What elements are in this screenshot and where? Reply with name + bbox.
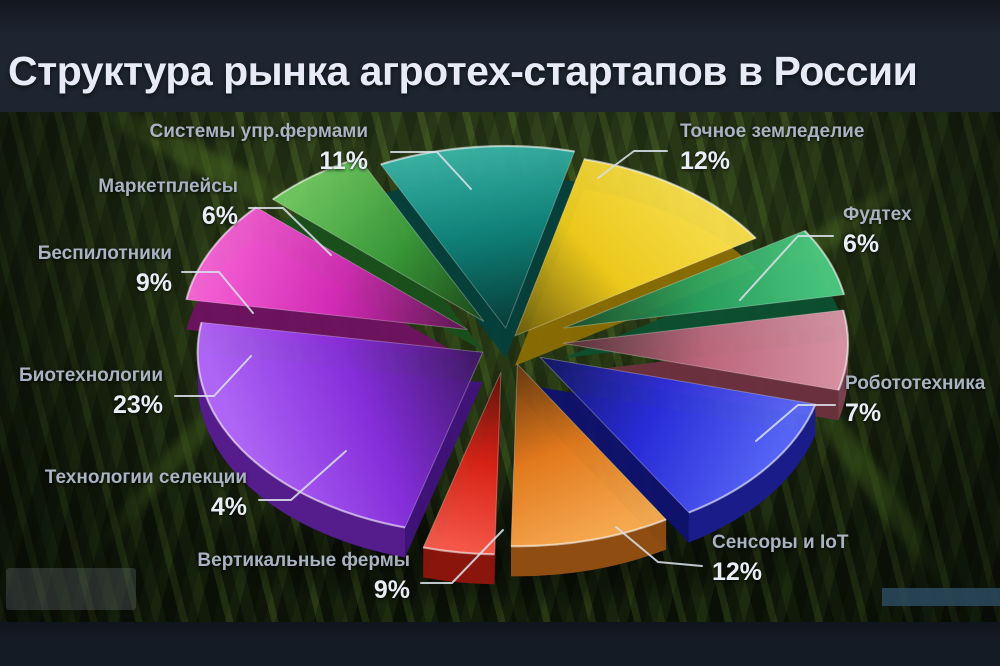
leader-line-9 — [390, 151, 472, 190]
pie-slice-3 — [538, 356, 817, 543]
slice-rim-highlight — [583, 158, 757, 240]
slice-rim-wall — [838, 343, 848, 421]
leader-line-4 — [420, 529, 504, 584]
pie-slice-0 — [514, 158, 757, 366]
page-title: Структура рынка агротех-стартапов в Росс… — [8, 48, 918, 94]
leader-line-5 — [258, 450, 347, 501]
slice-rim-highlight — [185, 206, 257, 300]
slice-rim-highlight — [837, 309, 850, 391]
bottom-band — [0, 622, 1000, 666]
leader-line-8 — [248, 207, 332, 256]
leader-line-2 — [755, 404, 836, 442]
slice-rim-highlight — [423, 546, 495, 556]
slice-rim-highlight — [688, 403, 817, 514]
leader-line-7 — [181, 271, 254, 314]
pie-slice-9 — [379, 144, 576, 358]
title-band: Структура рынка агротех-стартапов в Росс… — [0, 0, 1000, 112]
slice-rim-wall — [688, 404, 816, 543]
pie-slice-5 — [422, 372, 502, 585]
bottom-right-bar — [882, 588, 1000, 606]
leader-line-6 — [174, 355, 252, 397]
leader-line-1 — [739, 235, 834, 301]
slice-rim-highlight — [510, 518, 667, 548]
watermark-panel — [6, 568, 136, 610]
leader-line-3 — [615, 526, 703, 567]
pie-slice-1 — [563, 229, 846, 358]
slice-rim-wall — [511, 519, 667, 577]
leader-line-0 — [597, 150, 668, 179]
slice-rim-highlight — [380, 144, 575, 166]
slice-rim-highlight — [272, 156, 360, 201]
slice-rim-highlight — [196, 322, 406, 529]
pie-slice-4 — [510, 362, 667, 577]
slice-rim-wall — [197, 352, 405, 558]
